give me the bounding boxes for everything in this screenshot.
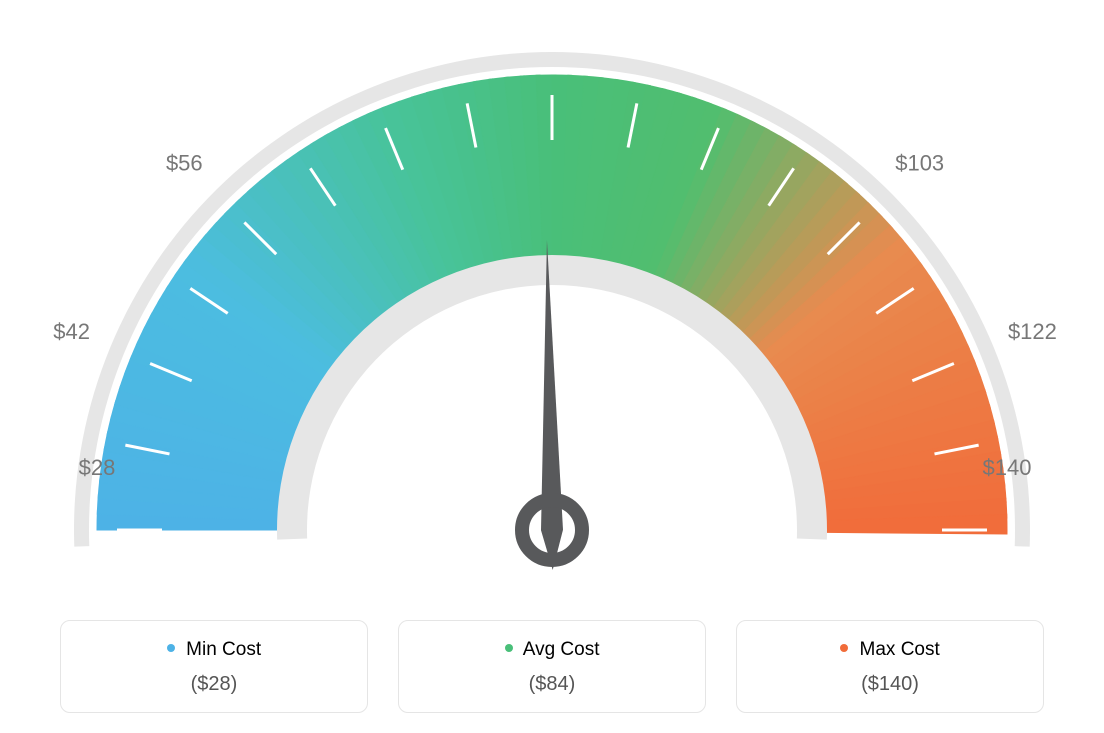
svg-text:$103: $103: [895, 150, 944, 175]
svg-text:$42: $42: [53, 319, 90, 344]
svg-text:$140: $140: [983, 455, 1032, 480]
dot-icon-min: [167, 644, 175, 652]
legend-value-avg: ($84): [409, 673, 695, 696]
gauge-chart: $28 $42 $56 $84 $103 $122 $140: [20, 20, 1084, 590]
legend-title-avg: Avg Cost: [409, 639, 695, 661]
legend-row: Min Cost ($28) Avg Cost ($84) Max Cost (…: [20, 620, 1084, 713]
dot-icon-max: [840, 644, 848, 652]
legend-label-max: Max Cost: [860, 639, 940, 660]
legend-label-avg: Avg Cost: [523, 639, 600, 660]
legend-value-max: ($140): [747, 673, 1033, 696]
legend-value-min: ($28): [71, 673, 357, 696]
svg-text:$28: $28: [79, 455, 116, 480]
legend-card-avg: Avg Cost ($84): [398, 620, 706, 713]
legend-card-min: Min Cost ($28): [60, 620, 368, 713]
svg-text:$56: $56: [166, 150, 203, 175]
svg-text:$122: $122: [1008, 319, 1057, 344]
legend-title-max: Max Cost: [747, 639, 1033, 661]
gauge-svg: $28 $42 $56 $84 $103 $122 $140: [42, 20, 1062, 590]
legend-title-min: Min Cost: [71, 639, 357, 661]
svg-text:$84: $84: [534, 20, 571, 23]
dot-icon-avg: [505, 644, 513, 652]
legend-label-min: Min Cost: [186, 639, 261, 660]
legend-card-max: Max Cost ($140): [736, 620, 1044, 713]
